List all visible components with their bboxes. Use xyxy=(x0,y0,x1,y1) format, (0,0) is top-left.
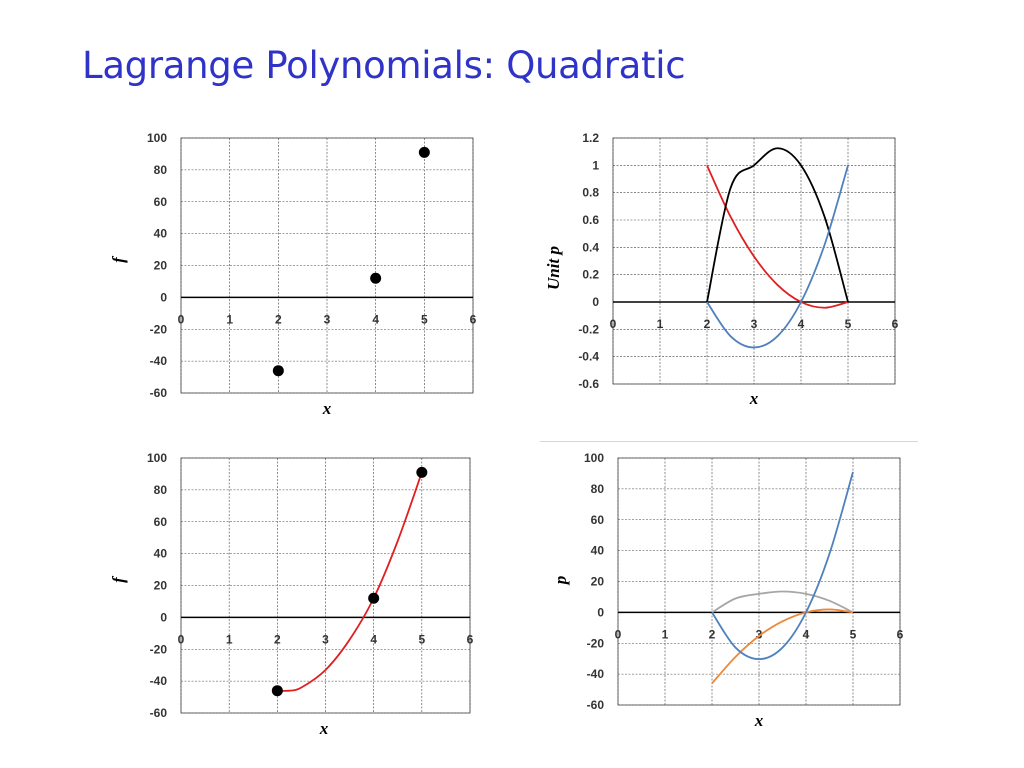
x-tick-label: 4 xyxy=(372,312,379,326)
y-tick-label: -40 xyxy=(587,667,605,681)
x-tick-label: 4 xyxy=(370,632,377,646)
x-tick-label: 6 xyxy=(467,632,474,646)
y-tick-label: 0.2 xyxy=(582,268,599,282)
x-tick-label: 0 xyxy=(610,317,617,331)
x-tick-label: 0 xyxy=(178,312,185,326)
data-point xyxy=(416,466,428,478)
x-tick-label: 0 xyxy=(178,632,185,646)
y-tick-label: 40 xyxy=(154,547,168,561)
y-tick-label: 40 xyxy=(154,227,168,241)
x-tick-label: 3 xyxy=(756,627,763,641)
chart-unit-p: -0.6 -0.4 -0.2 0 0.2 0.4 0.6 0.8 1 1.2 0 1 2 3 4 5 6 Unit… xyxy=(544,131,899,408)
slide-title: Lagrange Polynomials: Quadratic xyxy=(82,44,686,87)
x-tick-label: 3 xyxy=(322,632,329,646)
y-tick-label: -0.4 xyxy=(578,350,599,364)
x-axis-label: x xyxy=(754,711,764,730)
y-tick-label: 0 xyxy=(592,295,599,309)
series-line xyxy=(706,164,849,309)
x-tick-label: 6 xyxy=(470,312,477,326)
x-tick-label: 6 xyxy=(897,627,904,641)
y-tick-label: 80 xyxy=(154,163,168,177)
x-tick-label: 4 xyxy=(798,317,805,331)
y-tick-label: 60 xyxy=(154,195,168,209)
y-tick-label: 60 xyxy=(154,515,168,529)
series-line xyxy=(706,147,849,303)
y-tick-label: 1.2 xyxy=(582,131,599,145)
y-tick-label: -0.2 xyxy=(578,322,599,336)
data-point xyxy=(272,365,284,377)
y-tick-label: 0 xyxy=(160,610,167,624)
x-tick-label: 2 xyxy=(709,627,716,641)
y-tick-label: 20 xyxy=(591,575,605,589)
x-tick-label: 2 xyxy=(275,312,282,326)
y-tick-label: -60 xyxy=(150,386,168,400)
y-tick-label: 0 xyxy=(597,605,604,619)
y-tick-label: 20 xyxy=(154,579,168,593)
y-tick-label: 100 xyxy=(584,451,604,465)
y-tick-label: 0 xyxy=(160,290,167,304)
x-axis-label: x xyxy=(319,719,329,738)
y-tick-label: -20 xyxy=(150,642,168,656)
x-tick-label: 6 xyxy=(892,317,899,331)
x-tick-label: 1 xyxy=(226,632,233,646)
x-axis-label: x xyxy=(322,399,332,418)
y-tick-label: 100 xyxy=(147,131,167,145)
x-tick-label: 4 xyxy=(803,627,810,641)
y-axis-label: p xyxy=(551,576,570,587)
chart-p-components: -60 -40 -20 0 20 40 60 80 100 0 1 2 3 4 5 6 p x xyxy=(551,451,904,730)
y-tick-label: 1 xyxy=(592,158,599,172)
y-tick-label: 0.8 xyxy=(582,186,599,200)
series-line xyxy=(711,608,854,684)
y-axis-label: f xyxy=(109,575,128,583)
x-tick-label: 5 xyxy=(850,627,857,641)
chart-f-points: -60 -40 -20 0 20 40 60 80 100 0 1 2 3 4 5 6 f x xyxy=(109,131,477,418)
y-tick-label: -60 xyxy=(150,706,168,720)
y-axis-label: Unit p xyxy=(544,246,563,290)
y-tick-label: 0.6 xyxy=(582,213,599,227)
y-tick-label: 20 xyxy=(154,259,168,273)
y-tick-label: 60 xyxy=(591,513,605,527)
y-tick-label: 80 xyxy=(591,482,605,496)
y-tick-label: -20 xyxy=(587,636,605,650)
data-point xyxy=(418,146,430,158)
y-tick-label: 40 xyxy=(591,544,605,558)
y-tick-label: -40 xyxy=(150,354,168,368)
gridlines xyxy=(180,137,474,394)
y-tick-label: -0.6 xyxy=(578,377,599,391)
y-axis-label: f xyxy=(109,255,128,263)
series-line xyxy=(711,471,854,661)
x-tick-label: 2 xyxy=(274,632,281,646)
gridlines xyxy=(180,457,471,714)
x-tick-label: 1 xyxy=(657,317,664,331)
series-line xyxy=(706,165,849,349)
plot-area xyxy=(180,457,471,714)
y-tick-label: -40 xyxy=(150,674,168,688)
x-tick-label: 5 xyxy=(418,632,425,646)
x-tick-label: 1 xyxy=(226,312,233,326)
x-tick-label: 1 xyxy=(662,627,669,641)
x-tick-label: 2 xyxy=(704,317,711,331)
series-line xyxy=(711,590,854,614)
series-line xyxy=(277,472,423,692)
y-tick-label: -20 xyxy=(150,322,168,336)
divider-line xyxy=(540,441,918,442)
y-tick-label: 80 xyxy=(154,483,168,497)
plot-area xyxy=(612,137,896,385)
y-tick-label: 0.4 xyxy=(582,240,599,254)
plot-area xyxy=(617,457,901,706)
x-tick-label: 5 xyxy=(421,312,428,326)
data-point xyxy=(271,685,283,697)
x-axis-label: x xyxy=(749,389,759,408)
x-tick-label: 3 xyxy=(324,312,331,326)
data-point xyxy=(368,592,380,604)
gridlines xyxy=(617,457,901,706)
plot-area xyxy=(180,137,474,394)
x-tick-label: 0 xyxy=(615,627,622,641)
data-point xyxy=(370,272,382,284)
x-tick-label: 5 xyxy=(845,317,852,331)
x-tick-label: 3 xyxy=(751,317,758,331)
chart-f-interpolation: -60 -40 -20 0 20 40 60 80 100 0 1 2 3 4 5 6 f x xyxy=(109,451,474,738)
y-tick-label: -60 xyxy=(587,698,605,712)
y-tick-label: 100 xyxy=(147,451,167,465)
